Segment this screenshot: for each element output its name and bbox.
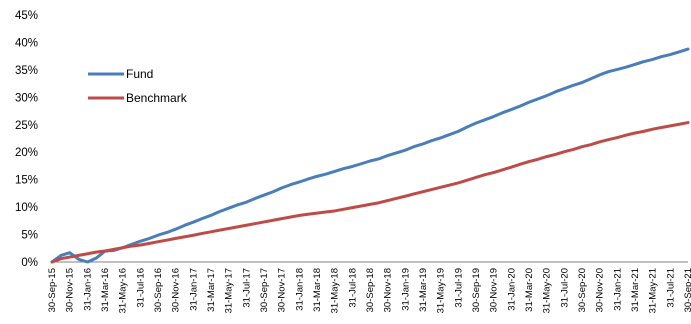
y-tick-label: 35% — [15, 65, 38, 77]
y-tick-label: 45% — [15, 10, 38, 22]
x-axis-tick-labels: 30-Sep-15 30-Nov-15 31-Jan-16 31-Mar-16 31-M… — [47, 268, 691, 313]
x-tick-label: 30-Sep-19 — [471, 268, 482, 312]
x-tick-label: 31-May-19 — [436, 268, 447, 313]
legend-label-fund: Fund — [126, 67, 153, 81]
x-tick-label: 31-Jul-18 — [347, 268, 358, 308]
x-tick-label: 30-Sep-20 — [577, 268, 588, 312]
y-tick-label: 25% — [15, 120, 38, 132]
x-tick-label: 30-Nov-15 — [65, 268, 76, 312]
x-tick-label: 31-Mar-21 — [630, 268, 641, 312]
x-tick-label: 31-Jan-18 — [294, 268, 305, 311]
x-tick-label: 31-Jan-19 — [400, 268, 411, 311]
x-tick-label: 31-May-18 — [330, 268, 341, 313]
x-tick-label: 31-Jul-19 — [453, 268, 464, 308]
x-tick-label: 30-Nov-16 — [171, 268, 182, 312]
y-tick-label: 10% — [15, 202, 38, 214]
y-tick-label: 0% — [21, 257, 38, 269]
y-tick-label: 5% — [21, 230, 38, 242]
x-tick-label: 30-Nov-20 — [595, 268, 606, 312]
y-tick-label: 20% — [15, 147, 38, 159]
y-tick-label: 15% — [15, 175, 38, 187]
x-tick-label: 31-Jul-16 — [135, 268, 146, 308]
x-tick-label: 30-Sep-21 — [683, 268, 691, 312]
x-tick-label: 31-Jul-21 — [665, 268, 676, 308]
x-tick-label: 31-May-17 — [224, 268, 235, 313]
x-tick-label: 30-Nov-17 — [277, 268, 288, 312]
x-tick-label: 30-Sep-17 — [259, 268, 270, 312]
x-tick-label: 30-Sep-16 — [153, 268, 164, 312]
legend-label-benchmark: Benchmark — [126, 91, 188, 105]
x-tick-label: 31-Mar-17 — [206, 268, 217, 312]
x-tick-label: 31-May-21 — [648, 268, 659, 313]
x-tick-label: 31-Mar-19 — [418, 268, 429, 312]
x-tick-label: 31-May-20 — [542, 268, 553, 313]
series-line-fund — [50, 47, 690, 264]
series-line-benchmark — [50, 121, 690, 264]
x-tick-label: 30-Nov-19 — [489, 268, 500, 312]
y-tick-label: 40% — [15, 37, 38, 49]
series-lines — [50, 47, 690, 264]
x-tick-label: 31-Mar-18 — [312, 268, 323, 312]
x-tick-label: 31-Jan-20 — [506, 268, 517, 311]
legend-item-benchmark: Benchmark — [88, 91, 188, 105]
x-tick-label: 31-Jul-17 — [241, 268, 252, 308]
y-tick-label: 30% — [15, 92, 38, 104]
x-tick-label: 30-Sep-18 — [365, 268, 376, 312]
x-tick-label: 31-Mar-20 — [524, 268, 535, 312]
legend: Fund Benchmark — [88, 67, 188, 105]
x-tick-label: 31-Mar-16 — [100, 268, 111, 312]
x-tick-label: 30-Nov-18 — [383, 268, 394, 312]
x-tick-label: 31-Jan-17 — [188, 268, 199, 311]
legend-item-fund: Fund — [88, 67, 153, 81]
x-tick-label: 31-Jan-16 — [82, 268, 93, 311]
y-axis-tick-labels: 0% 5% 10% 15% 20% 25% 30% 35% 40% 45% — [15, 10, 38, 269]
x-tick-label: 31-May-16 — [118, 268, 129, 313]
x-tick-label: 30-Sep-15 — [47, 268, 58, 312]
x-tick-label: 31-Jan-21 — [612, 268, 623, 311]
x-tick-label: 31-Jul-20 — [559, 268, 570, 308]
